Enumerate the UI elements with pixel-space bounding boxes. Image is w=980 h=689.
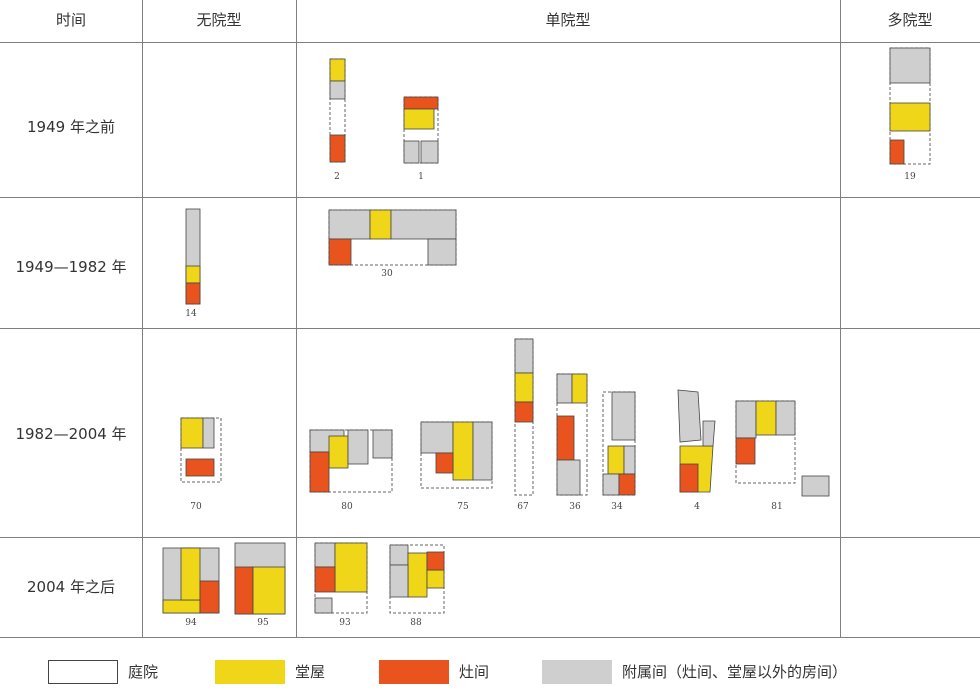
plan-75: 75 <box>420 421 493 512</box>
plan-number: 80 <box>341 502 353 512</box>
plan-80: 80 <box>309 429 393 512</box>
period-label: 1949—1982 年 <box>15 258 127 276</box>
plan-81: 81 <box>735 400 830 512</box>
plan-30: 30 <box>328 209 457 279</box>
plan-36: 36 <box>556 373 588 512</box>
plan-number: 30 <box>381 269 393 279</box>
plan-4: 4 <box>677 389 716 512</box>
header-multi-courtyard: 多院型 <box>887 11 933 29</box>
legend-swatch-courtyard <box>48 660 118 684</box>
legend-label-hall: 堂屋 <box>295 663 326 681</box>
floor-plans: 2 1 19 14 30 70 <box>162 47 931 628</box>
period-label: 1982—2004 年 <box>15 425 127 443</box>
row-divider <box>0 537 980 538</box>
plan-95: 95 <box>234 542 286 628</box>
header-divider <box>0 42 980 43</box>
legend: 庭院 堂屋 灶间 附属间（灶间、堂屋以外的房间） <box>0 646 980 686</box>
plan-number: 88 <box>410 618 422 628</box>
column-divider <box>840 0 841 638</box>
plan-number: 95 <box>257 618 269 628</box>
plan-number: 1 <box>418 172 424 182</box>
plan-67: 67 <box>514 338 534 512</box>
legend-swatch-kitchen <box>379 660 449 684</box>
plan-number: 70 <box>190 502 202 512</box>
row-divider <box>0 197 980 198</box>
header-time: 时间 <box>55 11 86 29</box>
plan-number: 36 <box>569 502 581 512</box>
plan-number: 67 <box>517 502 529 512</box>
plan-93: 93 <box>314 542 368 628</box>
legend-swatch-auxiliary <box>542 660 612 684</box>
plan-14: 14 <box>185 208 201 319</box>
table-bottom-border <box>0 637 980 638</box>
legend-label-kitchen: 灶间 <box>459 663 490 681</box>
plan-1: 1 <box>403 96 439 182</box>
plan-19: 19 <box>889 47 931 182</box>
plan-94: 94 <box>162 547 220 628</box>
period-label: 2004 年之后 <box>27 578 115 596</box>
legend-label-courtyard: 庭院 <box>128 663 159 681</box>
column-divider <box>296 0 297 638</box>
header-single-courtyard: 单院型 <box>545 11 591 29</box>
plan-70: 70 <box>180 417 222 512</box>
plan-number: 14 <box>185 309 197 319</box>
plan-2: 2 <box>329 58 346 182</box>
plan-number: 34 <box>611 502 623 512</box>
plan-number: 19 <box>904 172 916 182</box>
plan-number: 2 <box>334 172 340 182</box>
legend-label-auxiliary: 附属间（灶间、堂屋以外的房间） <box>622 663 848 681</box>
header-no-courtyard: 无院型 <box>196 11 242 29</box>
plan-number: 75 <box>457 502 469 512</box>
plan-88: 88 <box>389 544 445 628</box>
plan-number: 94 <box>185 618 197 628</box>
plan-number: 93 <box>339 618 351 628</box>
column-divider <box>142 0 143 638</box>
row-divider <box>0 328 980 329</box>
housing-type-table: 时间 无院型 单院型 多院型 1949 年之前 1949—1982 年 1982… <box>0 0 980 638</box>
plan-34: 34 <box>602 391 636 512</box>
legend-swatch-hall <box>215 660 285 684</box>
plan-number: 4 <box>694 502 700 512</box>
plan-number: 81 <box>771 502 782 512</box>
period-label: 1949 年之前 <box>27 118 115 136</box>
